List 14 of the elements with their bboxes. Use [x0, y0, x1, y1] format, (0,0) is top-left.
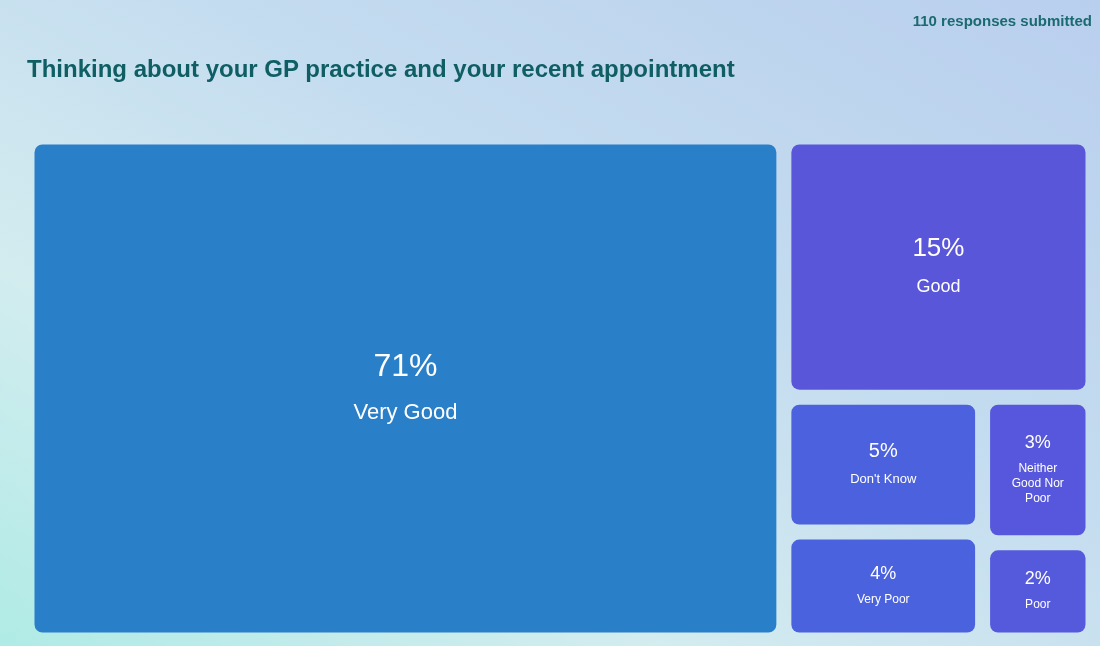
category-label: Very Poor: [856, 591, 910, 606]
category-label: Don't Know: [849, 470, 917, 486]
data-label: 2%: [1024, 567, 1051, 588]
category-label: Good: [915, 275, 960, 296]
category-label: Very Good: [352, 398, 457, 424]
category-label: Poor: [1024, 596, 1050, 611]
data-label: 4%: [869, 562, 896, 583]
data-label: 15%: [911, 232, 964, 262]
data-label: 5%: [868, 438, 898, 461]
text: Thinking about your GP practice and your recent appointment: [27, 55, 735, 83]
category-label: Neither Good Nor Poor: [1011, 460, 1064, 505]
text: 110 responses submitted: [912, 12, 1092, 29]
data-label: 3%: [1024, 431, 1051, 452]
data-label: 71%: [372, 346, 437, 383]
